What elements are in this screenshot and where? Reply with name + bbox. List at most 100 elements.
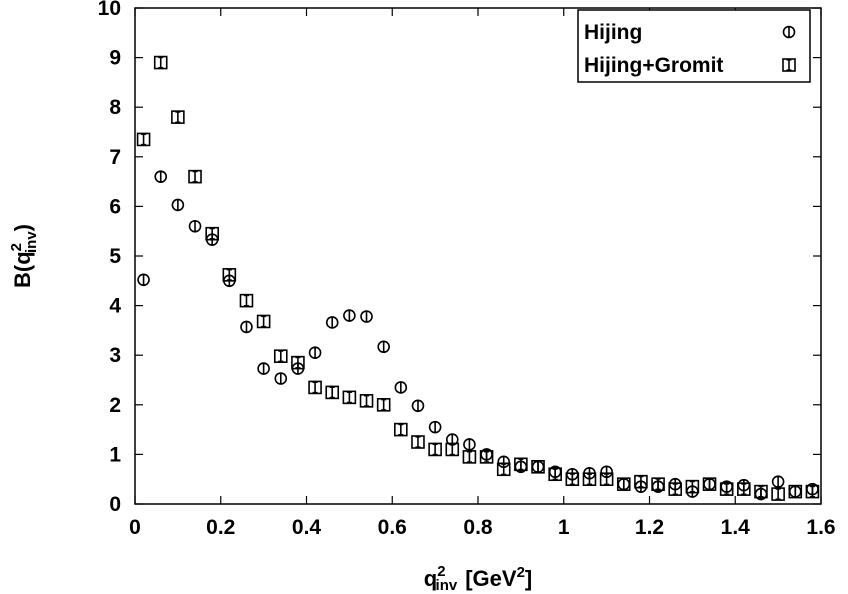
square-marker bbox=[291, 355, 305, 370]
x-tick-label: 0.6 bbox=[378, 516, 407, 539]
square-marker bbox=[273, 349, 288, 363]
legend-label-hijing: Hijing bbox=[584, 21, 642, 44]
y-tick-label: 0 bbox=[109, 493, 121, 516]
legend-marker-square bbox=[782, 58, 796, 72]
square-marker bbox=[805, 484, 820, 499]
data-point bbox=[256, 314, 271, 329]
data-point bbox=[462, 450, 477, 464]
square-marker bbox=[256, 314, 271, 329]
data-point bbox=[754, 484, 768, 499]
square-marker bbox=[411, 435, 425, 449]
y-tick-label: 8 bbox=[109, 96, 121, 119]
data-point bbox=[308, 346, 322, 360]
square-marker bbox=[462, 450, 477, 464]
square-marker bbox=[205, 226, 219, 241]
data-point bbox=[342, 390, 357, 405]
square-marker bbox=[719, 482, 734, 496]
data-point bbox=[788, 484, 803, 499]
data-point bbox=[565, 472, 580, 487]
square-marker bbox=[359, 394, 374, 408]
x-tick-label: 0 bbox=[129, 516, 141, 539]
axis-ticks bbox=[134, 7, 822, 505]
data-point bbox=[668, 482, 683, 496]
data-point bbox=[376, 397, 391, 412]
y-tick-label: 5 bbox=[109, 245, 121, 268]
data-point bbox=[445, 442, 460, 457]
square-marker bbox=[599, 472, 614, 487]
data-point bbox=[737, 482, 751, 496]
data-point bbox=[428, 420, 442, 434]
data-point bbox=[359, 394, 374, 408]
tick-labels: 0 0.2 0.4 0.6 0.8 1 1.2 1.4 1.6 0 1 2 3 4 5 6 7 8 9 10 bbox=[98, 0, 836, 539]
square-marker bbox=[685, 479, 700, 494]
x-tick-label: 1.4 bbox=[721, 516, 751, 539]
legend-box bbox=[577, 9, 811, 83]
data-point bbox=[463, 438, 476, 451]
data-point bbox=[205, 226, 219, 241]
y-tick-label: 1 bbox=[109, 443, 121, 466]
square-marker bbox=[376, 397, 391, 412]
square-marker bbox=[171, 110, 185, 124]
square-marker bbox=[153, 55, 168, 70]
data-point bbox=[719, 482, 734, 496]
data-point bbox=[154, 170, 168, 183]
x-axis-label: q2 inv [GeV2] bbox=[424, 563, 533, 594]
data-point bbox=[136, 132, 151, 147]
data-point bbox=[651, 477, 665, 491]
square-marker bbox=[136, 132, 151, 147]
legend-markers bbox=[782, 25, 796, 72]
square-marker bbox=[788, 484, 803, 499]
data-point bbox=[771, 487, 785, 501]
data-point bbox=[273, 349, 288, 363]
x-tick-label: 1 bbox=[558, 516, 570, 539]
data-point bbox=[222, 268, 237, 282]
square-marker bbox=[428, 442, 442, 457]
square-marker bbox=[222, 268, 237, 282]
data-point bbox=[325, 385, 340, 400]
data-point bbox=[239, 293, 254, 308]
data-point bbox=[479, 450, 494, 464]
y-tick-label: 2 bbox=[109, 394, 121, 417]
y-axis-label: B(q2inv) bbox=[8, 224, 40, 288]
data-point bbox=[771, 475, 785, 488]
data-point bbox=[188, 219, 202, 233]
square-marker bbox=[514, 457, 528, 472]
square-marker bbox=[651, 477, 665, 491]
data-point bbox=[428, 442, 442, 457]
data-point bbox=[308, 380, 322, 395]
x-tick-label: 1.2 bbox=[635, 516, 664, 539]
square-marker bbox=[582, 472, 597, 487]
data-point bbox=[582, 472, 597, 487]
data-point bbox=[325, 316, 339, 329]
square-marker bbox=[548, 467, 562, 482]
legend-label-hijing-gromit: Hijing+Gromit bbox=[584, 54, 723, 77]
data-point bbox=[599, 472, 614, 487]
square-marker bbox=[239, 293, 254, 308]
square-marker bbox=[565, 472, 580, 487]
square-marker bbox=[479, 450, 494, 464]
data-point bbox=[343, 309, 356, 322]
y-tick-label: 9 bbox=[109, 47, 121, 70]
x-tick-label: 0.8 bbox=[463, 516, 493, 539]
series-hijing bbox=[137, 170, 819, 501]
data-point bbox=[531, 459, 545, 474]
y-tick-label: 7 bbox=[109, 146, 121, 169]
square-marker bbox=[754, 484, 768, 499]
data-point bbox=[240, 320, 253, 334]
x-tick-label: 0.4 bbox=[292, 516, 322, 539]
data-point bbox=[360, 310, 373, 323]
data-point bbox=[171, 110, 185, 124]
data-point bbox=[548, 467, 562, 482]
y-tick-label: 4 bbox=[109, 295, 121, 318]
data-point bbox=[257, 362, 270, 375]
data-point bbox=[411, 435, 425, 449]
x-tick-label: 1.6 bbox=[806, 516, 835, 539]
square-marker bbox=[634, 474, 648, 489]
data-point bbox=[685, 479, 700, 494]
legend-marker-circle bbox=[782, 25, 796, 39]
y-tick-label: 3 bbox=[109, 344, 121, 367]
square-marker bbox=[496, 462, 511, 477]
data-point bbox=[394, 422, 408, 437]
series-hijing-gromit bbox=[136, 55, 820, 501]
